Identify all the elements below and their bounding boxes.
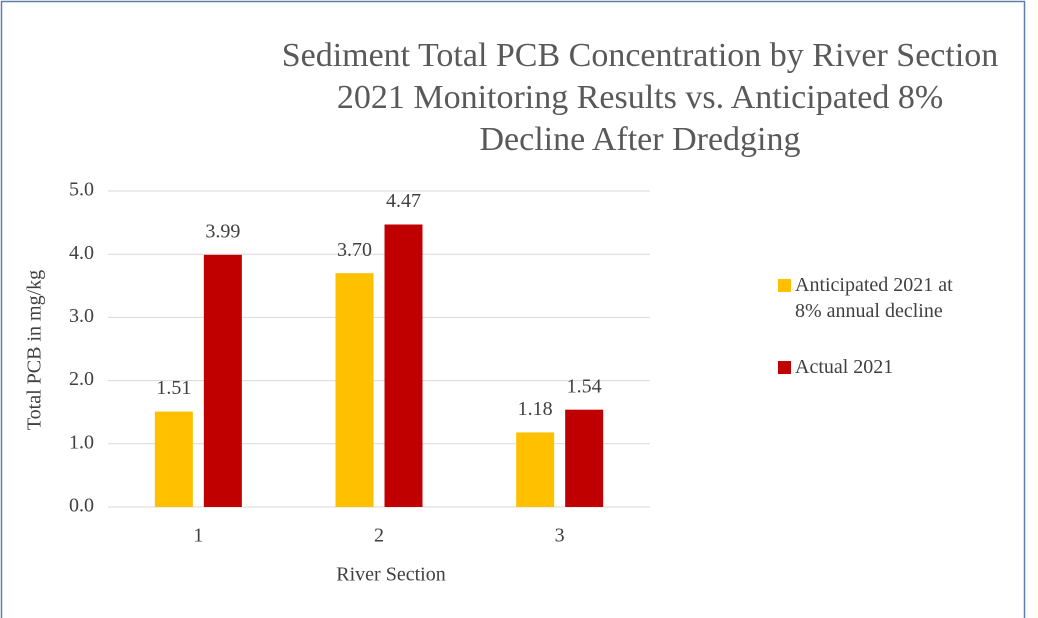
data-label: 4.47: [386, 190, 421, 212]
y-tick-label: 2.0: [69, 368, 94, 390]
legend-swatch: [778, 279, 791, 292]
legend: Anticipated 2021 at 8% annual decline Act…: [778, 272, 978, 410]
data-label: 1.54: [567, 375, 602, 397]
x-tick-label: 2: [374, 525, 384, 547]
legend-item: Actual 2021: [778, 354, 978, 380]
legend-item: Anticipated 2021 at 8% annual decline: [778, 272, 978, 324]
x-axis-title: River Section: [336, 564, 445, 586]
bar: [203, 254, 242, 507]
bar: [335, 273, 374, 507]
bar: [565, 409, 604, 507]
y-tick-label: 4.0: [69, 242, 94, 264]
chart-title: Sediment Total PCB Concentration by Rive…: [282, 37, 999, 74]
chart-title: Decline After Dredging: [480, 121, 801, 158]
data-label: 3.99: [205, 220, 240, 242]
x-tick-label: 3: [555, 525, 565, 547]
y-axis-title: Total PCB in mg/kg: [24, 270, 46, 430]
bar: [384, 224, 423, 507]
y-tick-label: 1.0: [69, 431, 94, 453]
legend-label: Actual 2021: [795, 356, 894, 378]
data-label: 1.18: [518, 398, 553, 420]
legend-label: Anticipated 2021 at 8% annual decline: [795, 274, 953, 322]
bar: [154, 411, 193, 507]
y-tick-label: 3.0: [69, 305, 94, 327]
legend-swatch: [778, 361, 791, 374]
data-label: 3.70: [337, 239, 372, 261]
x-tick-label: 1: [193, 525, 203, 547]
y-tick-label: 0.0: [69, 495, 94, 517]
data-label: 1.51: [156, 377, 191, 399]
chart-title: 2021 Monitoring Results vs. Anticipated …: [337, 79, 943, 116]
y-tick-label: 5.0: [69, 179, 94, 201]
bar: [516, 432, 555, 507]
